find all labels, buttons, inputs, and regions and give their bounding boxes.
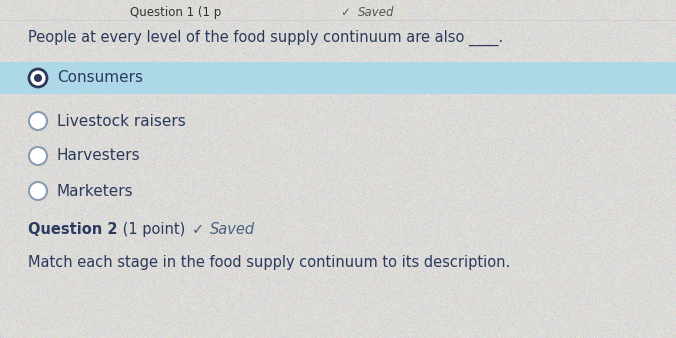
Text: Saved: Saved (210, 222, 255, 237)
Text: Marketers: Marketers (57, 184, 134, 198)
Text: Harvesters: Harvesters (57, 148, 141, 164)
FancyBboxPatch shape (0, 62, 676, 94)
Text: Consumers: Consumers (57, 71, 143, 86)
Text: Question 2: Question 2 (28, 222, 118, 237)
Text: Match each stage in the food supply continuum to its description.: Match each stage in the food supply cont… (28, 255, 510, 270)
Ellipse shape (29, 147, 47, 165)
Ellipse shape (29, 69, 47, 87)
Text: ✓: ✓ (192, 222, 204, 237)
Ellipse shape (34, 74, 42, 82)
Ellipse shape (29, 182, 47, 200)
Text: Saved: Saved (358, 6, 395, 19)
Text: (1 point): (1 point) (118, 222, 185, 237)
Text: People at every level of the food supply continuum are also ____.: People at every level of the food supply… (28, 30, 503, 46)
Text: Livestock raisers: Livestock raisers (57, 114, 186, 128)
Text: Question 1 (1 p: Question 1 (1 p (130, 6, 221, 19)
Text: ✓: ✓ (340, 6, 350, 19)
Ellipse shape (29, 112, 47, 130)
